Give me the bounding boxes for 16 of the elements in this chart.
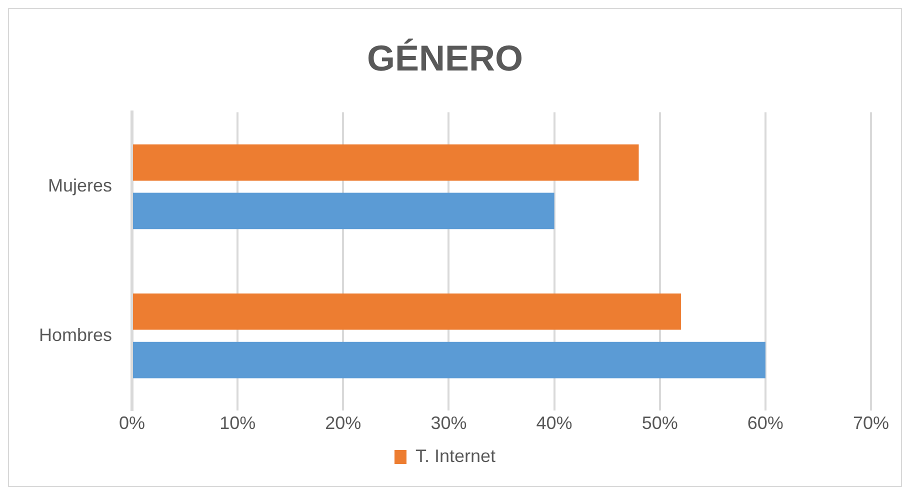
bar <box>133 144 639 181</box>
y-tick-label: Mujeres <box>48 176 112 196</box>
x-tick-label: 40% <box>536 413 572 434</box>
x-tick-label: 10% <box>220 413 256 434</box>
bar <box>133 293 681 330</box>
legend-label: T. Internet <box>415 446 496 466</box>
x-tick-label: 70% <box>852 413 890 434</box>
bar <box>133 192 554 230</box>
x-tick-label: 20% <box>325 413 362 434</box>
chart-title: GÉNERO <box>366 38 524 79</box>
x-tick-label: 50% <box>642 413 678 434</box>
x-tick-label: 0% <box>119 413 146 434</box>
bar <box>133 342 766 378</box>
x-tick-label: 30% <box>430 413 467 434</box>
x-tick-label: 60% <box>747 413 784 434</box>
y-tick-label: Hombres <box>38 324 112 345</box>
